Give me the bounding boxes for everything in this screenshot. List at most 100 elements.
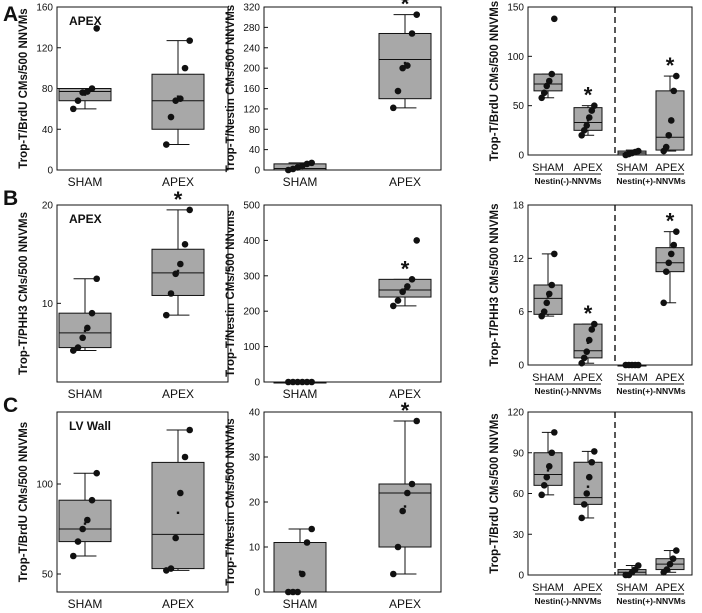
y-tick-label: 80 (42, 84, 54, 95)
data-point (673, 228, 680, 235)
box-iqr (58, 312, 112, 349)
data-point (167, 565, 175, 572)
panel-letter-A: A (3, 3, 18, 26)
data-point (84, 516, 91, 524)
y-tick-label: 0 (47, 166, 53, 177)
y-tick-label: 160 (36, 3, 53, 14)
group-label: Nestin(-)-NNVMs (534, 176, 601, 186)
data-point (394, 297, 402, 304)
y-axis-label: Trop-T/PHH3 CMs/500 NNVMs (489, 204, 501, 367)
box-mean (403, 505, 407, 508)
data-point (545, 463, 553, 470)
data-point (591, 102, 598, 109)
data-point (578, 131, 585, 139)
data-point (585, 473, 593, 481)
data-point (177, 95, 184, 102)
data-point (308, 525, 316, 533)
data-point (186, 206, 193, 214)
data-point (93, 25, 100, 32)
data-point (667, 117, 675, 124)
data-point (172, 534, 179, 542)
data-point (551, 250, 558, 258)
data-point (93, 469, 100, 477)
data-point (186, 426, 193, 434)
data-point (285, 378, 292, 386)
data-point (538, 491, 545, 499)
data-point (163, 141, 170, 148)
y-tick-label: 30 (249, 453, 261, 464)
data-point (390, 302, 397, 310)
y-tick-label: 0 (518, 151, 524, 162)
box-mean (176, 511, 180, 514)
box-apex: * (655, 209, 685, 307)
significance-star: * (401, 0, 410, 17)
data-point (177, 489, 184, 497)
box-sham (273, 159, 327, 174)
y-tick-label: 0 (254, 166, 260, 177)
data-point (662, 143, 670, 151)
data-point (585, 114, 593, 121)
box-mean (546, 469, 550, 472)
data-point (413, 237, 421, 244)
box-mean (586, 485, 590, 488)
inset-label: APEX (69, 14, 102, 28)
box-apex (151, 37, 205, 148)
data-point (585, 336, 593, 344)
data-point (172, 270, 179, 278)
data-point (394, 87, 402, 95)
y-tick-label: 60 (513, 489, 525, 500)
x-tick-label: SHAM (283, 175, 318, 189)
chart-C2: 0 10 20 30 40 Trop-T/Nestin CMs/500 NNVMs SHAM… (225, 398, 442, 611)
data-point (551, 429, 558, 436)
data-point (543, 299, 551, 307)
data-point (404, 283, 411, 290)
x-tick-label: APEX (162, 597, 194, 608)
box-apex (151, 426, 205, 574)
chart-B3: 0 6 12 18 Trop-T/PHH3 CMs/500 NNVMs SHAM * APEX… (489, 201, 693, 396)
data-point (289, 588, 297, 596)
y-tick-label: 50 (42, 570, 54, 581)
box-apex: * (151, 187, 205, 319)
box-sham (58, 469, 112, 560)
y-tick-label: 320 (243, 3, 260, 14)
data-point (548, 281, 556, 289)
plot-frame (56, 411, 229, 593)
group-label: Nestin(-)-NNVMs (534, 386, 601, 396)
data-point (662, 268, 670, 275)
data-point (580, 354, 588, 362)
data-point (88, 309, 96, 317)
y-tick-label: 10 (42, 299, 54, 310)
data-point (663, 566, 671, 573)
y-axis-label: Trop-T/BrdU CMs/500 NNVMs (18, 8, 30, 168)
box-iqr (533, 284, 563, 315)
x-tick-label: APEX (389, 175, 421, 189)
box-apex: * (573, 83, 603, 139)
chart-A2: 0 40 80 120 160 200 240 280 320 Trop-T/Nestin CMs… (225, 0, 442, 189)
group-label: Nestin(+)-NNVMs (616, 596, 685, 606)
data-point (578, 514, 585, 522)
data-point (540, 89, 548, 97)
data-point (667, 250, 675, 258)
data-point (181, 64, 189, 72)
group-label: Nestin(+)-NNVMs (616, 386, 685, 396)
data-point (635, 147, 642, 155)
data-point (538, 94, 545, 102)
box-apex: * (655, 53, 685, 155)
box-mean (403, 61, 407, 65)
data-point (545, 77, 553, 85)
data-point (70, 552, 77, 560)
box-apex (573, 448, 603, 522)
x-tick-label: SHAM (532, 582, 564, 594)
data-point (79, 525, 86, 533)
x-tick-label: APEX (389, 387, 421, 401)
data-point (294, 378, 301, 386)
significance-star: * (174, 187, 183, 212)
chart-A3: 0 50 100 150 Trop-T/BrdU CMs/500 NNVMs SHAM * A… (489, 1, 693, 186)
data-point (548, 70, 556, 78)
x-tick-label: SHAM (616, 582, 648, 594)
y-tick-label: 300 (243, 271, 260, 282)
box-apex: * (378, 398, 432, 578)
data-point (665, 259, 673, 267)
x-tick-label: APEX (655, 582, 685, 594)
panel-letter-B: B (3, 187, 18, 210)
